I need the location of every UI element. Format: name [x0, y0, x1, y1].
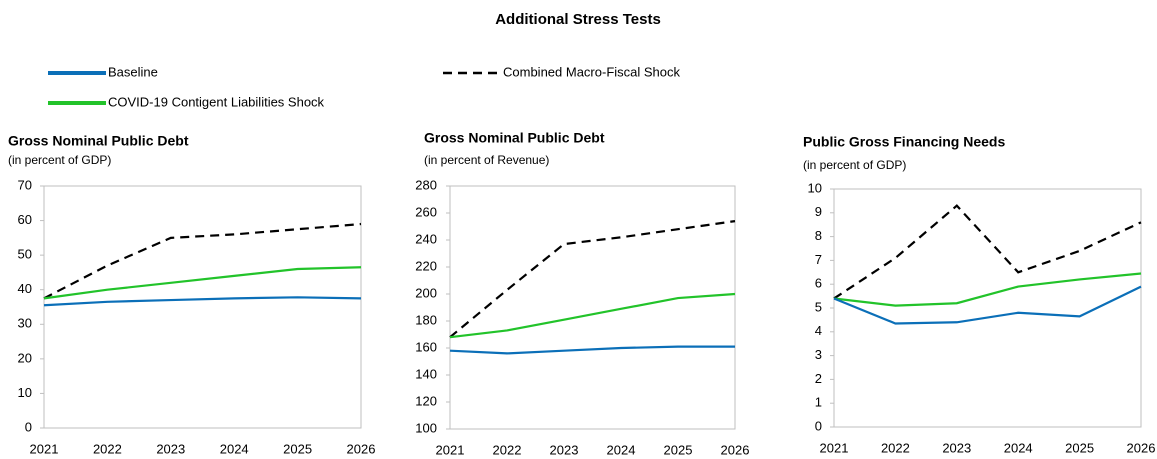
- y-tick-label: 2: [815, 371, 822, 386]
- x-tick-label: 2025: [664, 442, 693, 457]
- x-tick-label: 2024: [1004, 440, 1033, 455]
- y-tick-label: 6: [815, 276, 822, 291]
- x-tick-label: 2026: [1127, 440, 1156, 455]
- series-line: [449, 292, 736, 339]
- series-line: [43, 266, 362, 300]
- x-tick-label: 2024: [607, 442, 636, 457]
- y-tick-label: 200: [415, 285, 437, 300]
- y-tick-label: 5: [815, 299, 822, 314]
- x-tick-label: 2026: [721, 442, 750, 457]
- series-line: [833, 285, 1142, 325]
- y-tick-label: 50: [18, 247, 32, 262]
- panel-subtitle: (in percent of GDP): [803, 158, 906, 172]
- y-tick-label: 240: [415, 231, 437, 246]
- x-tick-label: 2025: [1065, 440, 1094, 455]
- y-tick-label: 70: [18, 177, 32, 192]
- y-tick-label: 10: [18, 385, 32, 400]
- y-tick-label: 220: [415, 258, 437, 273]
- figure-title: Additional Stress Tests: [495, 11, 661, 28]
- plot-frame: [43, 185, 362, 429]
- y-tick-label: 8: [815, 228, 822, 243]
- panel-subtitle: (in percent of Revenue): [424, 153, 549, 167]
- series-line: [43, 222, 362, 300]
- y-tick-label: 100: [415, 420, 437, 435]
- series-line: [833, 272, 1142, 307]
- x-tick-label: 2023: [942, 440, 971, 455]
- panel-title: Gross Nominal Public Debt: [424, 130, 605, 146]
- x-tick-label: 2022: [493, 442, 522, 457]
- y-tick-label: 3: [815, 347, 822, 362]
- legend-label: Combined Macro-Fiscal Shock: [503, 64, 681, 79]
- y-tick-label: 120: [415, 393, 437, 408]
- x-tick-label: 2021: [30, 441, 59, 456]
- y-tick-label: 160: [415, 339, 437, 354]
- series-line: [43, 296, 362, 307]
- series-line: [833, 204, 1142, 300]
- y-tick-label: 60: [18, 212, 32, 227]
- y-tick-label: 1: [815, 395, 822, 410]
- y-tick-label: 30: [18, 316, 32, 331]
- y-tick-label: 20: [18, 350, 32, 365]
- y-tick-label: 140: [415, 366, 437, 381]
- x-tick-label: 2023: [550, 442, 579, 457]
- x-tick-label: 2024: [220, 441, 249, 456]
- panel-title: Public Gross Financing Needs: [803, 134, 1005, 150]
- y-tick-label: 40: [18, 281, 32, 296]
- x-tick-label: 2022: [881, 440, 910, 455]
- y-tick-label: 180: [415, 312, 437, 327]
- y-tick-label: 0: [25, 419, 32, 434]
- y-tick-label: 7: [815, 252, 822, 267]
- x-tick-label: 2021: [820, 440, 849, 455]
- legend-label: COVID-19 Contigent Liabilities Shock: [108, 94, 325, 109]
- x-tick-label: 2026: [347, 441, 376, 456]
- y-tick-label: 260: [415, 204, 437, 219]
- y-tick-label: 9: [815, 204, 822, 219]
- legend-label: Baseline: [108, 64, 158, 79]
- x-tick-label: 2022: [93, 441, 122, 456]
- y-tick-label: 0: [815, 418, 822, 433]
- y-tick-label: 10: [808, 180, 822, 195]
- plot-frame: [449, 185, 736, 430]
- x-tick-label: 2021: [436, 442, 465, 457]
- series-line: [449, 345, 735, 355]
- y-tick-label: 280: [415, 177, 437, 192]
- y-tick-label: 4: [815, 323, 822, 338]
- panel-title: Gross Nominal Public Debt: [8, 133, 189, 149]
- panel-subtitle: (in percent of GDP): [8, 153, 111, 167]
- series-line: [449, 220, 736, 339]
- x-tick-label: 2023: [156, 441, 185, 456]
- x-tick-label: 2025: [283, 441, 312, 456]
